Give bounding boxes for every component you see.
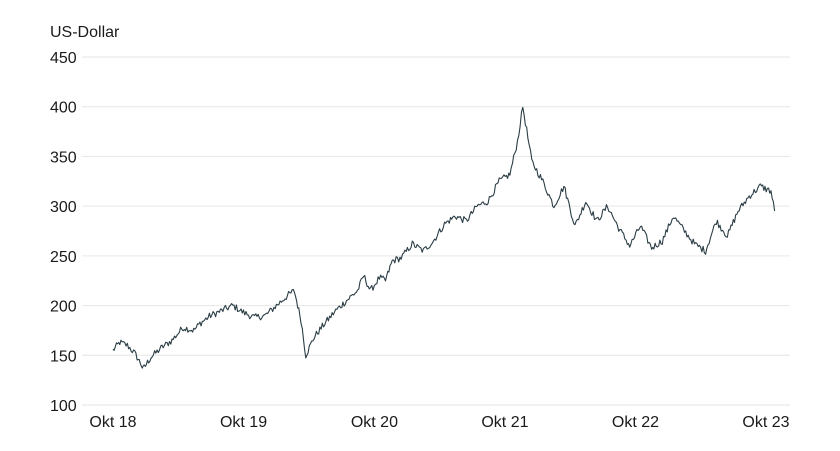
x-axis-tick-labels: Okt 18 Okt 19 Okt 20 Okt 21 Okt 22 Okt 23 xyxy=(89,414,789,431)
x-tick-label: Okt 22 xyxy=(612,414,659,431)
x-tick-label: Okt 19 xyxy=(220,414,267,431)
gridlines xyxy=(82,56,790,406)
x-tick-label: Okt 18 xyxy=(89,414,136,431)
y-tick-label: 200 xyxy=(50,299,77,316)
y-axis-tick-labels: 100 150 200 250 300 350 400 450 xyxy=(50,50,77,415)
y-tick-label: 150 xyxy=(50,348,77,365)
x-tick-label: Okt 23 xyxy=(742,414,789,431)
y-tick-label: 450 xyxy=(50,50,77,67)
price-series-line xyxy=(112,106,776,369)
y-tick-label: 400 xyxy=(50,100,77,117)
y-axis-unit-label: US-Dollar xyxy=(50,24,120,41)
y-tick-label: 350 xyxy=(50,149,77,166)
y-tick-label: 250 xyxy=(50,249,77,266)
y-tick-label: 300 xyxy=(50,199,77,216)
y-tick-label: 100 xyxy=(50,398,77,415)
x-tick-label: Okt 20 xyxy=(351,414,398,431)
series-layer xyxy=(112,106,776,369)
x-tick-label: Okt 21 xyxy=(481,414,528,431)
